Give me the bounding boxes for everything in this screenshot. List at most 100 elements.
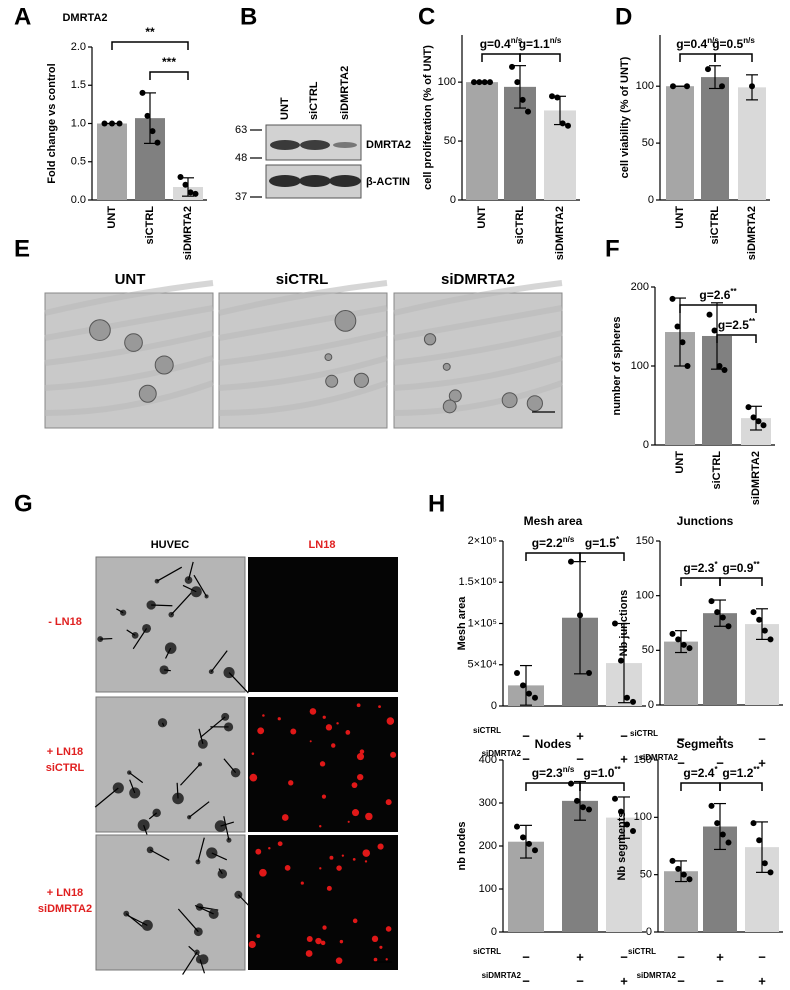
red-cell: [249, 773, 258, 782]
condition-mark: +: [716, 949, 724, 964]
data-point: [580, 804, 586, 811]
data-point: [714, 609, 721, 616]
texture: [393, 280, 563, 316]
significance-label: g=0.4n/s: [676, 36, 719, 51]
y-tick-label: 100: [631, 360, 649, 372]
image-label: siDMRTA2: [441, 271, 515, 288]
micrograph: [95, 556, 246, 693]
red-cell: [356, 753, 365, 761]
row-label: siCTRL: [46, 762, 85, 774]
significance-bracket: [719, 577, 763, 586]
significance-text: g=1.5: [585, 536, 616, 550]
data-point: [680, 641, 687, 648]
condition-mark: −: [576, 751, 584, 766]
data-point: [675, 865, 682, 872]
texture: [393, 355, 563, 391]
tube: [182, 584, 197, 593]
y-tick-label: 200: [479, 840, 497, 852]
data-point: [719, 614, 726, 621]
significance-text: g=1.1: [519, 37, 550, 51]
sphere: [154, 355, 174, 375]
condition-mark: −: [716, 973, 724, 988]
panel-letter: F: [605, 235, 620, 262]
y-tick-label: 300: [479, 797, 497, 809]
band: [329, 175, 361, 187]
y-tick-label: 0: [648, 699, 654, 711]
red-cell: [356, 703, 361, 708]
red-cell: [362, 849, 371, 857]
red-cell: [305, 950, 313, 957]
data-point: [520, 834, 526, 841]
sphere: [448, 389, 462, 403]
condition-label: siCTRL: [628, 947, 656, 956]
data-point: [679, 339, 686, 346]
significance-text: g=2.2: [532, 536, 563, 550]
texture: [44, 355, 214, 391]
y-tick-label: 1.5: [71, 79, 86, 91]
red-cell: [322, 715, 326, 719]
data-point: [750, 414, 757, 421]
significance-bracket: [679, 53, 716, 62]
lane-label: UNT: [279, 97, 291, 120]
data-point: [101, 120, 108, 127]
significance-text: g=2.3: [532, 766, 563, 780]
tube: [193, 574, 208, 597]
texture: [44, 280, 214, 316]
data-point: [177, 174, 184, 181]
data-point: [144, 112, 151, 119]
y-tick-label: 0: [450, 194, 456, 206]
significance-bracket: [680, 577, 721, 586]
data-point: [481, 79, 488, 86]
tube: [170, 592, 193, 616]
y-tick-label: 200: [631, 281, 649, 293]
data-point: [719, 83, 725, 90]
band: [333, 142, 357, 148]
condition-label: siDMRTA2: [482, 749, 522, 758]
data-point: [767, 636, 774, 643]
data-point: [686, 645, 693, 652]
red-cell: [377, 843, 384, 850]
condition-mark: −: [677, 731, 685, 746]
red-cell: [259, 868, 267, 877]
red-cell: [306, 936, 313, 942]
data-point: [705, 66, 711, 73]
red-cell: [385, 926, 392, 932]
condition-mark: +: [620, 973, 628, 988]
significance-label: ***: [162, 55, 176, 69]
data-point: [514, 823, 520, 830]
data-point: [708, 598, 715, 605]
cell-cluster: [164, 642, 177, 654]
data-point: [706, 311, 713, 318]
y-tick-label: 400: [479, 754, 497, 766]
tube: [220, 821, 235, 827]
data-point: [532, 847, 538, 854]
significance-sup: *: [714, 560, 718, 569]
data-point: [519, 96, 526, 103]
chart-title: Nodes: [535, 737, 572, 751]
y-axis-label: cell viability (% of UNT): [619, 56, 631, 178]
cell-cluster: [159, 665, 169, 675]
x-tick-label: siCTRL: [711, 451, 723, 490]
data-point: [618, 657, 624, 664]
condition-mark: −: [522, 973, 530, 988]
red-cell: [277, 841, 283, 847]
micrograph: [95, 696, 246, 833]
tube: [127, 915, 148, 926]
data-point: [750, 609, 757, 616]
row-label: + LN18: [47, 746, 83, 758]
red-cell: [385, 799, 392, 806]
data-point: [716, 363, 723, 369]
y-tick-label: 2×10⁵: [468, 535, 497, 547]
condition-mark: −: [677, 755, 685, 770]
data-point: [756, 837, 763, 844]
data-point: [767, 869, 774, 876]
significance-label: g=2.2n/s: [532, 535, 575, 550]
significance-text: **: [145, 25, 155, 39]
red-cell: [321, 794, 327, 799]
x-tick-label: siCTRL: [709, 206, 721, 245]
red-cell: [345, 730, 351, 735]
red-cell: [300, 881, 304, 885]
condition-mark: +: [620, 751, 628, 766]
significance-label: g=1.2**: [722, 765, 760, 780]
sphere: [442, 362, 451, 371]
